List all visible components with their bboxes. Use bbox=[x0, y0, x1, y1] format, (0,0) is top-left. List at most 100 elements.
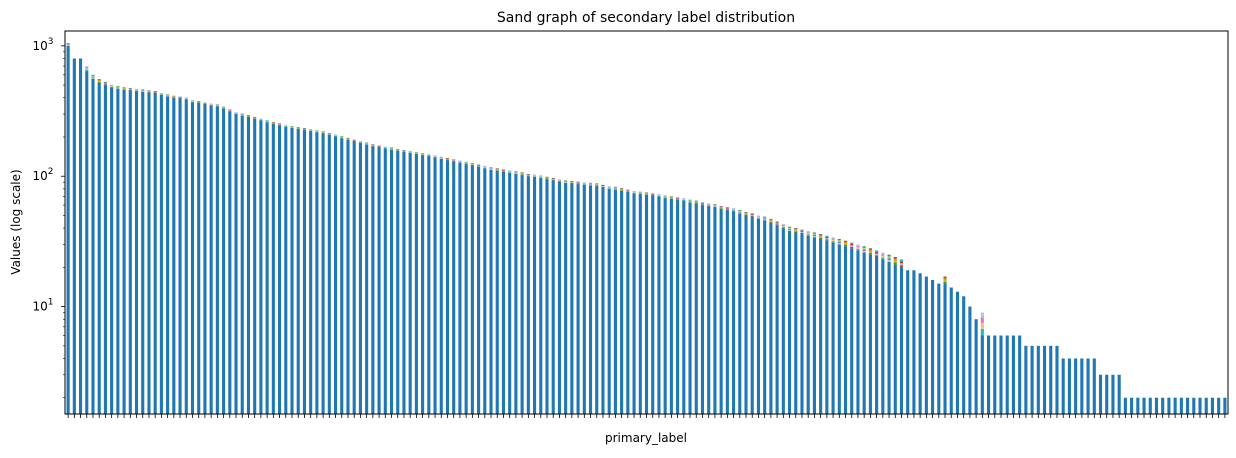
bar-primary bbox=[1124, 398, 1127, 414]
bar-secondary-segment bbox=[732, 210, 735, 211]
bar-secondary-segment bbox=[850, 245, 853, 246]
bar-primary bbox=[633, 193, 636, 414]
bar-primary bbox=[98, 83, 101, 414]
bar-primary bbox=[496, 171, 499, 414]
bar-secondary-segment bbox=[452, 160, 455, 161]
bar-primary bbox=[191, 102, 194, 414]
bar-primary bbox=[216, 106, 219, 414]
bar-primary bbox=[67, 46, 70, 414]
bar-secondary-segment bbox=[844, 242, 847, 243]
bar-secondary-segment bbox=[489, 169, 492, 170]
bar-primary bbox=[931, 280, 934, 414]
bar-secondary-segment bbox=[713, 205, 716, 206]
bar-primary bbox=[1186, 398, 1189, 414]
bar-secondary-segment bbox=[726, 208, 729, 209]
bar-secondary-segment bbox=[744, 214, 747, 215]
bar-primary bbox=[1211, 398, 1214, 414]
bar-secondary-segment bbox=[85, 70, 88, 71]
bar-secondary-segment bbox=[639, 192, 642, 193]
bar-primary bbox=[608, 189, 611, 414]
bar-secondary-segment bbox=[514, 171, 517, 172]
bar-secondary-segment bbox=[620, 189, 623, 190]
bar-secondary-segment bbox=[888, 255, 891, 257]
bar-secondary-segment bbox=[738, 211, 741, 212]
bar-secondary-segment bbox=[888, 256, 891, 258]
bar-secondary-segment bbox=[147, 92, 150, 93]
bar-secondary-segment bbox=[645, 194, 648, 195]
bar-primary bbox=[819, 239, 822, 414]
bar-secondary-segment bbox=[869, 250, 872, 252]
bar-secondary-segment bbox=[819, 235, 822, 236]
bar-secondary-segment bbox=[135, 91, 138, 92]
bar-secondary-segment bbox=[769, 219, 772, 220]
bar-secondary-segment bbox=[527, 175, 530, 176]
bar-secondary-segment bbox=[278, 124, 281, 125]
bar-secondary-segment bbox=[788, 227, 791, 228]
bar-secondary-segment bbox=[589, 185, 592, 186]
bar-secondary-segment bbox=[533, 176, 536, 177]
bar-primary bbox=[440, 159, 443, 414]
bar-secondary-segment bbox=[695, 201, 698, 202]
bar-primary bbox=[670, 199, 673, 414]
bar-secondary-segment bbox=[458, 162, 461, 163]
bar-secondary-segment bbox=[496, 169, 499, 170]
bar-secondary-segment bbox=[850, 244, 853, 245]
bar-secondary-segment bbox=[483, 166, 486, 167]
bar-primary bbox=[1074, 358, 1077, 414]
bar-secondary-segment bbox=[601, 187, 604, 188]
bar-secondary-segment bbox=[850, 247, 853, 249]
bar-primary bbox=[1055, 346, 1058, 414]
bar-secondary-segment bbox=[838, 242, 841, 243]
bar-secondary-segment bbox=[272, 123, 275, 124]
bar-secondary-segment bbox=[446, 158, 449, 159]
bar-primary bbox=[79, 58, 82, 414]
bar-secondary-segment bbox=[888, 258, 891, 260]
bar-secondary-segment bbox=[757, 218, 760, 219]
bar-primary bbox=[577, 184, 580, 414]
bar-secondary-segment bbox=[900, 261, 903, 263]
bar-primary bbox=[738, 213, 741, 414]
bar-secondary-segment bbox=[135, 90, 138, 91]
bar-secondary-segment bbox=[726, 209, 729, 210]
bar-primary bbox=[533, 177, 536, 414]
bar-secondary-segment bbox=[110, 85, 113, 86]
bar-primary bbox=[763, 220, 766, 414]
bar-secondary-segment bbox=[564, 182, 567, 183]
bar-secondary-segment bbox=[147, 91, 150, 92]
bar-secondary-segment bbox=[726, 207, 729, 208]
bar-secondary-segment bbox=[881, 258, 884, 260]
bar-secondary-segment bbox=[664, 197, 667, 198]
bar-secondary-segment bbox=[496, 168, 499, 169]
bar-primary bbox=[956, 292, 959, 414]
bar-primary bbox=[639, 194, 642, 414]
bar-secondary-segment bbox=[813, 233, 816, 234]
bar-secondary-segment bbox=[645, 194, 648, 195]
bar-secondary-segment bbox=[875, 254, 878, 256]
bar-primary bbox=[987, 336, 990, 414]
bar-primary bbox=[900, 267, 903, 414]
bar-primary bbox=[757, 219, 760, 414]
bar-primary bbox=[1043, 346, 1046, 414]
bar-primary bbox=[465, 164, 468, 414]
bar-primary bbox=[353, 141, 356, 414]
bar-secondary-segment bbox=[116, 86, 119, 87]
bar-secondary-segment bbox=[514, 173, 517, 174]
bar-primary bbox=[91, 79, 94, 414]
bar-primary bbox=[869, 255, 872, 414]
bar-primary bbox=[197, 103, 200, 414]
bar-secondary-segment bbox=[508, 172, 511, 173]
bar-primary bbox=[825, 241, 828, 414]
bar-secondary-segment bbox=[832, 237, 835, 238]
bar-secondary-segment bbox=[465, 163, 468, 164]
bar-secondary-segment bbox=[346, 139, 349, 140]
bar-primary bbox=[701, 205, 704, 414]
bar-secondary-segment bbox=[564, 182, 567, 183]
bar-secondary-segment bbox=[558, 181, 561, 182]
bar-secondary-segment bbox=[738, 210, 741, 211]
bar-secondary-segment bbox=[446, 159, 449, 160]
bar-secondary-segment bbox=[657, 195, 660, 196]
bar-secondary-segment bbox=[533, 176, 536, 177]
bar-primary bbox=[856, 250, 859, 414]
bar-secondary-segment bbox=[552, 179, 555, 180]
bar-secondary-segment bbox=[433, 156, 436, 157]
